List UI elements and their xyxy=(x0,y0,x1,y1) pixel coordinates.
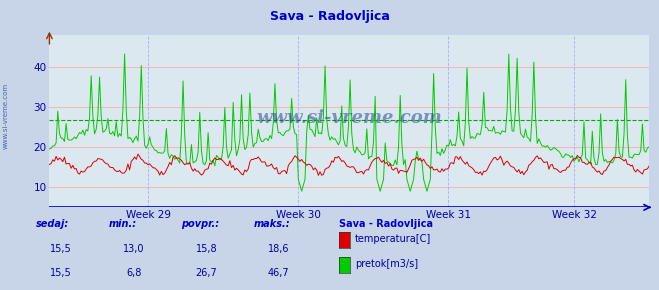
Text: 15,5: 15,5 xyxy=(50,244,72,253)
Text: min.:: min.: xyxy=(109,219,137,229)
Text: 15,5: 15,5 xyxy=(50,268,72,278)
Text: www.si-vreme.com: www.si-vreme.com xyxy=(256,109,442,127)
Text: 15,8: 15,8 xyxy=(196,244,217,253)
Text: maks.:: maks.: xyxy=(254,219,291,229)
Text: 6,8: 6,8 xyxy=(126,268,142,278)
Text: 13,0: 13,0 xyxy=(123,244,144,253)
Text: www.si-vreme.com: www.si-vreme.com xyxy=(2,83,9,149)
Text: Sava - Radovljica: Sava - Radovljica xyxy=(339,219,434,229)
Text: temperatura[C]: temperatura[C] xyxy=(355,234,432,244)
Text: 26,7: 26,7 xyxy=(195,268,217,278)
Text: 46,7: 46,7 xyxy=(268,268,289,278)
Text: povpr.:: povpr.: xyxy=(181,219,219,229)
Text: pretok[m3/s]: pretok[m3/s] xyxy=(355,260,418,269)
Text: Sava - Radovljica: Sava - Radovljica xyxy=(270,10,389,23)
Text: sedaj:: sedaj: xyxy=(36,219,69,229)
Text: 18,6: 18,6 xyxy=(268,244,289,253)
